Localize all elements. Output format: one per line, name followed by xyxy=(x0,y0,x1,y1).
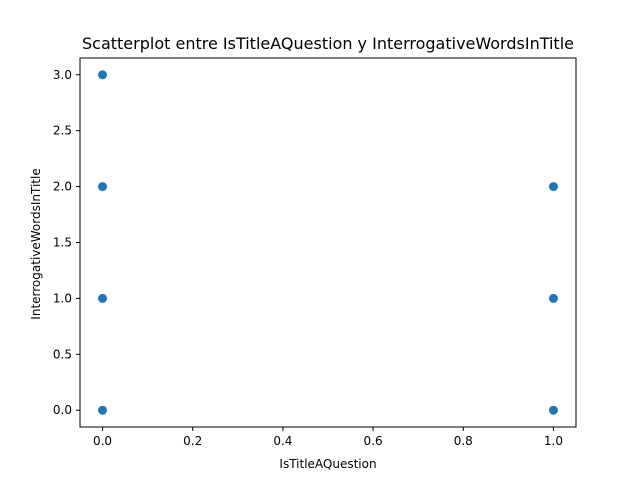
x-tick-label: 1.0 xyxy=(544,434,563,448)
scatter-point xyxy=(98,70,108,80)
y-tick-label: 1.5 xyxy=(53,236,72,250)
x-tick-label: 0.4 xyxy=(273,434,292,448)
scatter-point xyxy=(548,293,558,303)
y-tick-label: 1.0 xyxy=(53,291,72,305)
scatter-point xyxy=(98,182,108,192)
y-axis: 0.0 0.5 1.0 1.5 2.0 2.5 3.0 xyxy=(53,68,80,417)
x-tick-label: 0.0 xyxy=(93,434,112,448)
chart-title: Scatterplot entre IsTitleAQuestion y Int… xyxy=(82,34,574,53)
x-tick-label: 0.6 xyxy=(364,434,383,448)
y-tick-label: 0.0 xyxy=(53,403,72,417)
x-tick-label: 0.8 xyxy=(454,434,473,448)
plot-area xyxy=(98,70,558,415)
y-tick-label: 0.5 xyxy=(53,347,72,361)
scatter-point xyxy=(548,405,558,415)
y-tick-label: 2.0 xyxy=(53,180,72,194)
y-axis-label: InterrogativeWordsInTitle xyxy=(29,168,43,319)
scatter-point xyxy=(98,405,108,415)
plot-frame xyxy=(79,57,577,428)
scatter-point xyxy=(98,293,108,303)
y-tick-label: 3.0 xyxy=(53,68,72,82)
x-axis: 0.0 0.2 0.4 0.6 0.8 1.0 xyxy=(93,427,563,448)
scatter-point xyxy=(548,182,558,192)
x-axis-label: IsTitleAQuestion xyxy=(279,457,376,471)
x-tick-label: 0.2 xyxy=(183,434,202,448)
y-tick-label: 2.5 xyxy=(53,124,72,138)
